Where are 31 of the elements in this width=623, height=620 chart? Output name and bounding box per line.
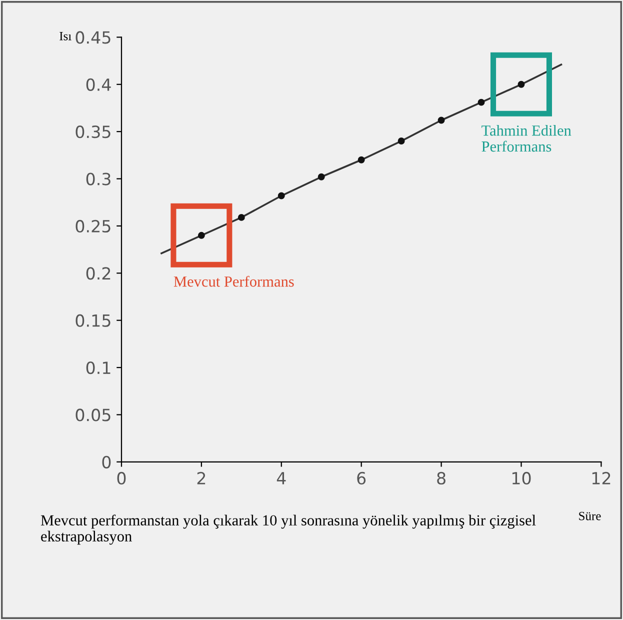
y-tick-label: 0.2 bbox=[86, 267, 110, 280]
point bbox=[278, 192, 285, 200]
x-tick-label: 2 bbox=[197, 472, 206, 484]
y-tick-label: 0.1 bbox=[86, 361, 110, 374]
y-tick-label: 0.3 bbox=[86, 172, 110, 186]
point bbox=[398, 138, 405, 144]
y-tick-label: 0.05 bbox=[76, 408, 110, 422]
y-tick-label: 0.15 bbox=[76, 314, 110, 327]
x-tick-label: 10 bbox=[512, 472, 531, 485]
x-axis-title: Süre bbox=[579, 512, 601, 520]
x-tick-label: 12 bbox=[592, 472, 610, 484]
x-tick-label: 6 bbox=[357, 472, 366, 485]
x-tick-label: 8 bbox=[437, 472, 446, 485]
y-tick-label: 0.35 bbox=[76, 126, 110, 138]
annotation: Tahmin Edilen Performans bbox=[482, 124, 572, 152]
y-tick-label: 0.25 bbox=[76, 220, 110, 233]
point bbox=[318, 173, 325, 180]
text: Mevcut performanstan yola çıkarak 10 yıl sonrasına yönelik yapılmış bir çizgisel ekstrapolasyon bbox=[40, 514, 536, 545]
point bbox=[478, 98, 485, 106]
y-tick-label: 0.4 bbox=[86, 78, 111, 91]
point bbox=[358, 156, 365, 164]
point bbox=[518, 80, 525, 88]
annotation: Mevcut Performans bbox=[174, 276, 294, 287]
y-tick-label: 0 bbox=[102, 456, 111, 468]
y-tick-label: 0.45 bbox=[76, 31, 110, 44]
point bbox=[238, 214, 245, 221]
point bbox=[198, 232, 205, 239]
y-axis-title: Isı bbox=[60, 32, 72, 40]
x-tick-label: 0 bbox=[117, 472, 126, 485]
x-tick-label: 4 bbox=[276, 472, 286, 484]
point bbox=[438, 116, 445, 124]
